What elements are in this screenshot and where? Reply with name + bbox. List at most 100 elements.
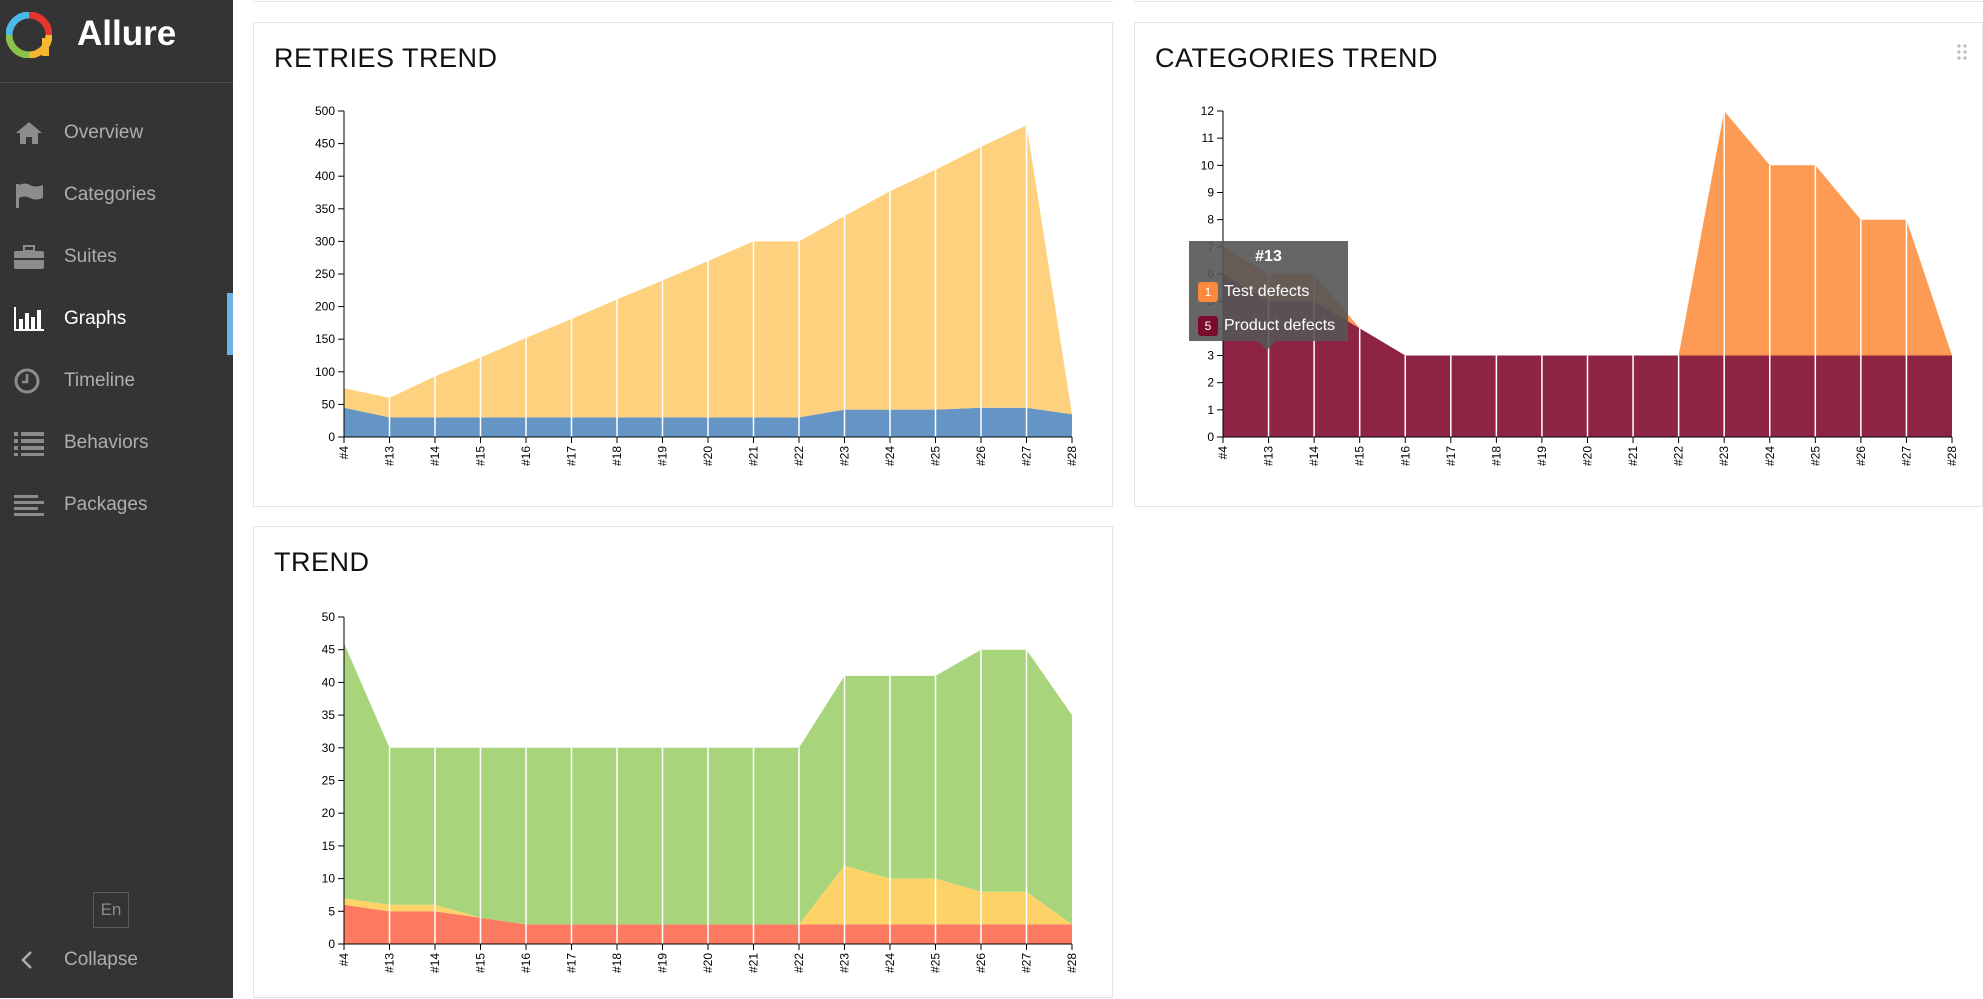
chart-tooltip: #13 1 Test defects 5 Product defects xyxy=(1189,241,1348,341)
tooltip-title: #13 xyxy=(1255,248,1282,265)
y-tick-label: 0 xyxy=(328,430,335,444)
y-tick-label: 450 xyxy=(315,137,335,151)
x-tick-label: #18 xyxy=(1489,446,1503,466)
chevron-left-icon xyxy=(21,951,32,969)
x-tick-label: #18 xyxy=(610,953,624,973)
panel-edge xyxy=(1134,0,1983,2)
y-tick-label: 8 xyxy=(1207,213,1214,227)
panel-title: CATEGORIES TREND xyxy=(1155,43,1439,73)
tooltip-label: Test defects xyxy=(1224,283,1310,300)
y-tick-label: 9 xyxy=(1207,186,1214,200)
x-tick-label: #16 xyxy=(1398,446,1412,466)
x-tick-label: #14 xyxy=(428,446,442,466)
x-tick-label: #22 xyxy=(792,953,806,973)
y-tick-label: 10 xyxy=(322,872,336,886)
x-tick-label: #20 xyxy=(1581,446,1595,466)
sidebar-item-label: Timeline xyxy=(64,370,136,391)
x-tick-label: #13 xyxy=(383,446,397,466)
sidebar-item-suites[interactable]: Suites xyxy=(0,231,233,283)
bar-chart-icon xyxy=(14,307,44,331)
y-tick-label: 200 xyxy=(315,300,335,314)
y-tick-label: 0 xyxy=(328,937,335,951)
x-tick-label: #13 xyxy=(383,953,397,973)
x-tick-label: #20 xyxy=(701,953,715,973)
x-tick-label: #13 xyxy=(1262,446,1276,466)
sidebar-item-label: Overview xyxy=(64,122,144,143)
y-tick-label: 300 xyxy=(315,234,335,248)
sidebar-item-categories[interactable]: Categories xyxy=(0,169,233,221)
language-button[interactable]: En xyxy=(93,892,129,928)
y-tick-label: 1 xyxy=(1207,403,1214,417)
x-tick-label: #22 xyxy=(792,446,806,466)
x-tick-label: #16 xyxy=(519,446,533,466)
x-tick-label: #17 xyxy=(565,446,579,466)
retries-trend-chart: 0 50 100 150 200 250 300 350 400 450 500 #4 #13 #14 #1… xyxy=(315,104,1079,466)
categories-trend-chart: 0123456789101112#4#13#14#15#16#17#18#19#… xyxy=(1201,104,1959,466)
y-tick-label: 250 xyxy=(315,267,335,281)
sidebar-item-behaviors[interactable]: Behaviors xyxy=(0,417,233,469)
x-tick-label: #26 xyxy=(974,953,988,973)
collapse-label: Collapse xyxy=(64,949,138,970)
home-icon xyxy=(16,122,42,144)
y-tick-label: 35 xyxy=(322,708,336,722)
sidebar-item-timeline[interactable]: Timeline xyxy=(0,355,233,407)
briefcase-icon xyxy=(14,245,44,269)
x-tick-label: #24 xyxy=(1763,446,1777,466)
x-tick-label: #22 xyxy=(1672,446,1686,466)
sidebar-item-label: Behaviors xyxy=(64,432,149,453)
x-tick-label: #20 xyxy=(701,446,715,466)
sidebar-item-packages[interactable]: Packages xyxy=(0,479,233,531)
sidebar-item-overview[interactable]: Overview xyxy=(0,107,233,159)
y-tick-label: 350 xyxy=(315,202,335,216)
x-tick-label: #19 xyxy=(1535,446,1549,466)
x-tick-label: #15 xyxy=(1353,446,1367,466)
y-tick-label: 25 xyxy=(322,774,336,788)
x-tick-label: #15 xyxy=(474,953,488,973)
sidebar-item-label: Graphs xyxy=(64,308,127,329)
x-tick-label: #24 xyxy=(883,953,897,973)
panel-title: RETRIES TREND xyxy=(274,43,498,73)
y-tick-label: 0 xyxy=(1207,430,1214,444)
x-tick-label: #21 xyxy=(747,446,761,466)
x-tick-label: #19 xyxy=(656,446,670,466)
active-marker xyxy=(227,293,233,355)
panel-title: TREND xyxy=(274,547,370,577)
trend-panel: TREND 0 5 10 15 20 25 30 35 40 45 50 #4 #13 #14 #15 #16… xyxy=(253,526,1113,998)
tooltip-arrow xyxy=(1258,341,1276,350)
x-tick-label: #21 xyxy=(1626,446,1640,466)
tooltip-count-badge: 1 xyxy=(1198,282,1218,302)
x-tick-label: #4 xyxy=(1216,446,1230,460)
allure-logo-icon xyxy=(6,12,52,58)
sidebar-item-graphs[interactable]: Graphs xyxy=(0,293,233,355)
panel-edge xyxy=(253,0,1113,2)
x-tick-label: #27 xyxy=(1020,446,1034,466)
y-tick-label: 50 xyxy=(322,610,336,624)
drag-handle-icon[interactable] xyxy=(1956,43,1968,61)
x-tick-label: #28 xyxy=(1065,446,1079,466)
y-tick-label: 100 xyxy=(315,365,335,379)
collapse-button[interactable]: Collapse xyxy=(0,940,233,980)
y-tick-label: 15 xyxy=(322,839,336,853)
tooltip-count-badge: 5 xyxy=(1198,316,1218,336)
list-icon xyxy=(14,432,44,456)
sidebar-item-label: Suites xyxy=(64,246,117,267)
x-tick-label: #23 xyxy=(838,446,852,466)
y-tick-label: 3 xyxy=(1207,349,1214,363)
x-tick-label: #16 xyxy=(519,953,533,973)
x-tick-label: #23 xyxy=(1717,446,1731,466)
sidebar-item-label: Packages xyxy=(64,494,148,515)
x-tick-label: #15 xyxy=(474,446,488,466)
y-tick-label: 12 xyxy=(1201,104,1215,118)
x-tick-label: #23 xyxy=(838,953,852,973)
x-tick-label: #19 xyxy=(656,953,670,973)
x-tick-label: #28 xyxy=(1945,446,1959,466)
y-tick-label: 30 xyxy=(322,741,336,755)
x-tick-label: #28 xyxy=(1065,953,1079,973)
clock-icon xyxy=(14,368,40,394)
y-tick-label: 11 xyxy=(1202,131,1215,145)
x-tick-label: #26 xyxy=(974,446,988,466)
tooltip-label: Product defects xyxy=(1224,317,1336,334)
y-tick-label: 50 xyxy=(322,397,336,411)
y-tick-label: 45 xyxy=(322,643,336,657)
y-tick-label: 400 xyxy=(315,169,335,183)
